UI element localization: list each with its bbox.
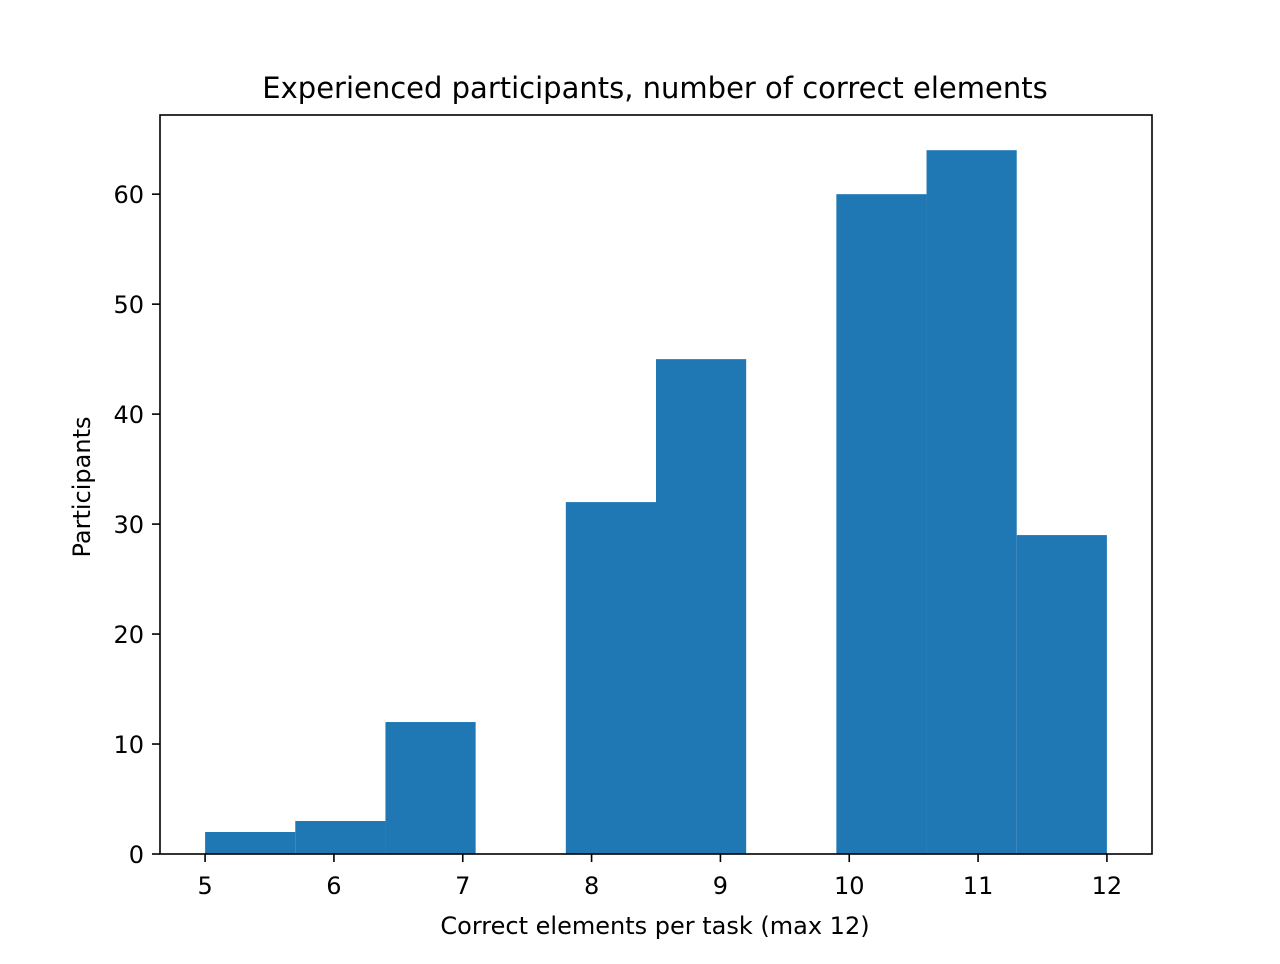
plot-frame [159,114,1153,855]
x-tick-label: 5 [197,872,212,900]
y-tick-label: 50 [113,291,144,319]
x-tick-label: 11 [963,872,994,900]
y-tick-label: 30 [113,511,144,539]
histogram-bar-2 [385,722,476,854]
histogram-bar-0 [205,832,296,854]
y-tick-label: 0 [129,841,144,869]
histogram-bar-9 [1016,535,1107,854]
x-tick-label: 9 [713,872,728,900]
x-tick-label: 6 [326,872,341,900]
x-tick-label: 12 [1092,872,1123,900]
x-axis: 5 6 7 8 9 10 11 12 [197,854,1122,900]
x-axis-label: Correct elements per task (max 12) [440,912,869,940]
y-tick-label: 10 [113,731,144,759]
histogram-bar-1 [295,821,386,854]
x-tick-label: 7 [455,872,470,900]
x-tick-label: 10 [834,872,865,900]
y-tick-label: 40 [113,401,144,429]
y-axis-label: Participants [68,417,96,558]
x-tick-label: 8 [584,872,599,900]
chart-title: Experienced participants, number of corr… [262,71,1047,105]
histogram-bar-5 [656,359,747,854]
histogram-bar-7 [836,194,927,854]
histogram-bar-8 [926,150,1017,854]
bars-layer [205,150,1107,854]
y-tick-label: 60 [113,181,144,209]
y-axis: 0 10 20 30 40 50 60 [113,181,160,869]
histogram-bar-4 [565,502,656,854]
y-tick-label: 20 [113,621,144,649]
